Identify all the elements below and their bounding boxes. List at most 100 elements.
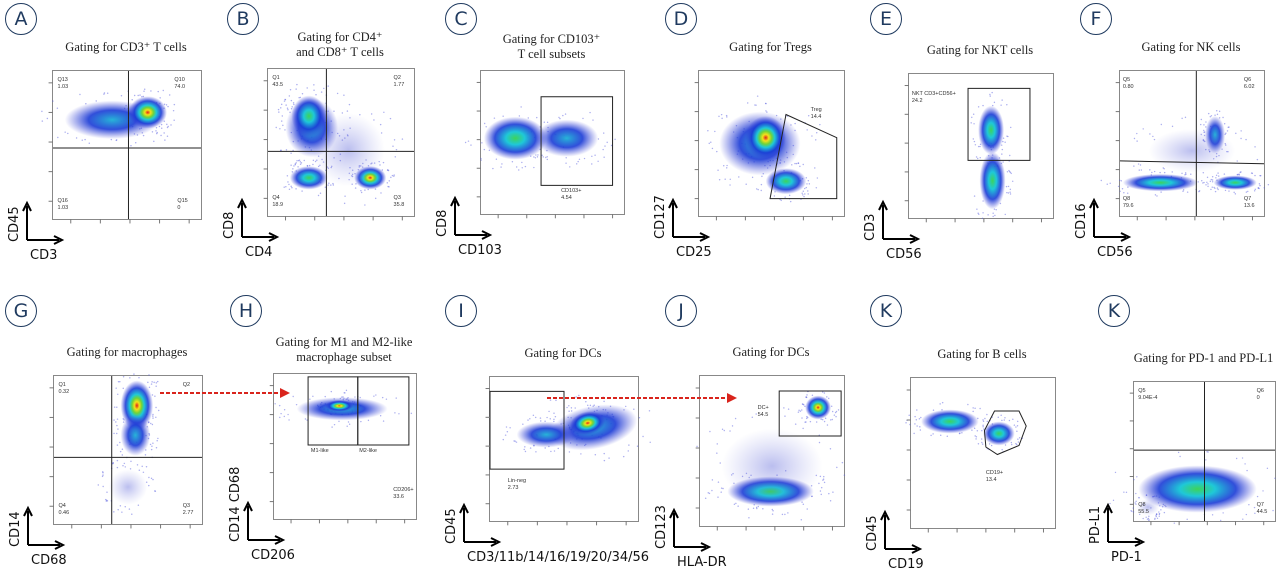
event-dot bbox=[288, 188, 291, 191]
event-dot bbox=[975, 436, 978, 438]
event-dot bbox=[529, 418, 531, 420]
event-dot bbox=[150, 477, 153, 480]
event-dot bbox=[773, 195, 776, 197]
dot-plot: Q1 43.5 Q2 1.77 Q4 18.9 Q3 35.8 bbox=[267, 68, 415, 217]
event-dot bbox=[836, 466, 838, 469]
event-dot bbox=[464, 141, 467, 144]
event-dot bbox=[801, 409, 803, 411]
event-dot bbox=[1259, 184, 1261, 187]
event-dot bbox=[916, 409, 918, 411]
axis-arrows-icon bbox=[459, 502, 502, 547]
event-dot bbox=[130, 460, 132, 463]
event-dot bbox=[566, 406, 568, 409]
event-dot bbox=[492, 167, 494, 170]
event-dot bbox=[1201, 180, 1203, 182]
event-dot bbox=[1136, 476, 1138, 478]
event-dot bbox=[982, 420, 985, 422]
event-dot bbox=[802, 427, 804, 430]
x-axis-label: CD3/11b/14/16/19/20/34/56 bbox=[467, 550, 650, 565]
event-dot bbox=[373, 119, 375, 121]
event-dot bbox=[1013, 424, 1016, 426]
event-dot bbox=[608, 457, 610, 459]
event-dot bbox=[973, 123, 975, 125]
population-density bbox=[765, 168, 807, 195]
event-dot bbox=[1147, 517, 1150, 520]
event-dot bbox=[982, 212, 984, 214]
event-dot bbox=[105, 500, 108, 502]
event-dot bbox=[1109, 182, 1111, 185]
event-dot bbox=[940, 434, 942, 437]
event-dot bbox=[79, 93, 81, 96]
event-dot bbox=[805, 396, 808, 399]
event-dot bbox=[1184, 116, 1187, 119]
event-dot bbox=[603, 400, 605, 403]
event-dot bbox=[1216, 113, 1219, 116]
population-density bbox=[128, 96, 167, 129]
event-dot bbox=[1009, 154, 1011, 157]
event-dot bbox=[997, 416, 999, 418]
dot-plot: M1-like M2-like CD206+ 33.6 bbox=[273, 373, 417, 520]
event-dot bbox=[292, 395, 294, 398]
event-dot bbox=[820, 493, 822, 496]
panel-letter: I bbox=[445, 295, 477, 327]
event-dot bbox=[391, 174, 394, 177]
event-dot bbox=[152, 417, 154, 419]
event-dot bbox=[280, 412, 282, 415]
event-dot bbox=[979, 145, 981, 148]
event-dot bbox=[1004, 213, 1006, 216]
event-dot bbox=[147, 381, 149, 384]
event-dot bbox=[379, 414, 382, 417]
event-dot bbox=[805, 417, 808, 420]
event-dot bbox=[1006, 104, 1008, 106]
gate-label: M2-like bbox=[359, 447, 377, 454]
event-dot bbox=[565, 157, 567, 159]
event-dot bbox=[1241, 457, 1244, 459]
event-dot bbox=[481, 142, 483, 144]
event-dot bbox=[313, 84, 315, 86]
event-dot bbox=[115, 387, 117, 389]
event-dot bbox=[1000, 104, 1002, 106]
event-dot bbox=[1106, 183, 1108, 185]
event-dot bbox=[1138, 513, 1141, 516]
event-dot bbox=[119, 380, 121, 383]
event-dot bbox=[804, 187, 806, 190]
event-dot bbox=[360, 191, 363, 194]
population-density bbox=[1136, 498, 1160, 516]
event-dot bbox=[1254, 188, 1256, 191]
gate-label: M1-like bbox=[310, 447, 329, 454]
event-dot bbox=[299, 163, 302, 166]
event-dot bbox=[717, 496, 719, 498]
event-dot bbox=[1215, 174, 1218, 177]
event-dot bbox=[124, 506, 126, 508]
event-dot bbox=[331, 426, 333, 428]
event-dot bbox=[1246, 469, 1248, 472]
y-axis-label: PD-L1 bbox=[1088, 505, 1103, 544]
event-dot bbox=[568, 405, 570, 407]
event-dot bbox=[1216, 187, 1219, 189]
event-dot bbox=[1237, 173, 1239, 176]
event-dot bbox=[832, 491, 834, 493]
event-dot bbox=[1158, 511, 1160, 513]
population-density bbox=[805, 395, 832, 420]
event-dot bbox=[1011, 180, 1014, 183]
event-dot bbox=[636, 445, 639, 447]
panel-title: Gating for CD3⁺ T cells bbox=[65, 40, 187, 54]
event-dot bbox=[977, 106, 980, 108]
event-dot bbox=[755, 413, 757, 415]
event-dot bbox=[1163, 168, 1165, 170]
event-dot bbox=[794, 162, 796, 165]
panel-title: Gating for macrophages bbox=[66, 345, 188, 359]
event-dot bbox=[280, 103, 283, 106]
event-dot bbox=[116, 406, 118, 408]
event-dot bbox=[151, 131, 154, 133]
event-dot bbox=[729, 178, 731, 181]
event-dot bbox=[1145, 516, 1147, 519]
panel-title: Gating for M1 and M2-like macrophage sub… bbox=[275, 335, 413, 364]
y-axis-label: CD3 bbox=[863, 213, 878, 241]
event-dot bbox=[1135, 503, 1137, 505]
event-dot bbox=[1009, 171, 1012, 174]
event-dot bbox=[977, 212, 979, 214]
event-dot bbox=[905, 422, 907, 424]
event-dot bbox=[67, 132, 69, 135]
event-dot bbox=[981, 441, 983, 444]
